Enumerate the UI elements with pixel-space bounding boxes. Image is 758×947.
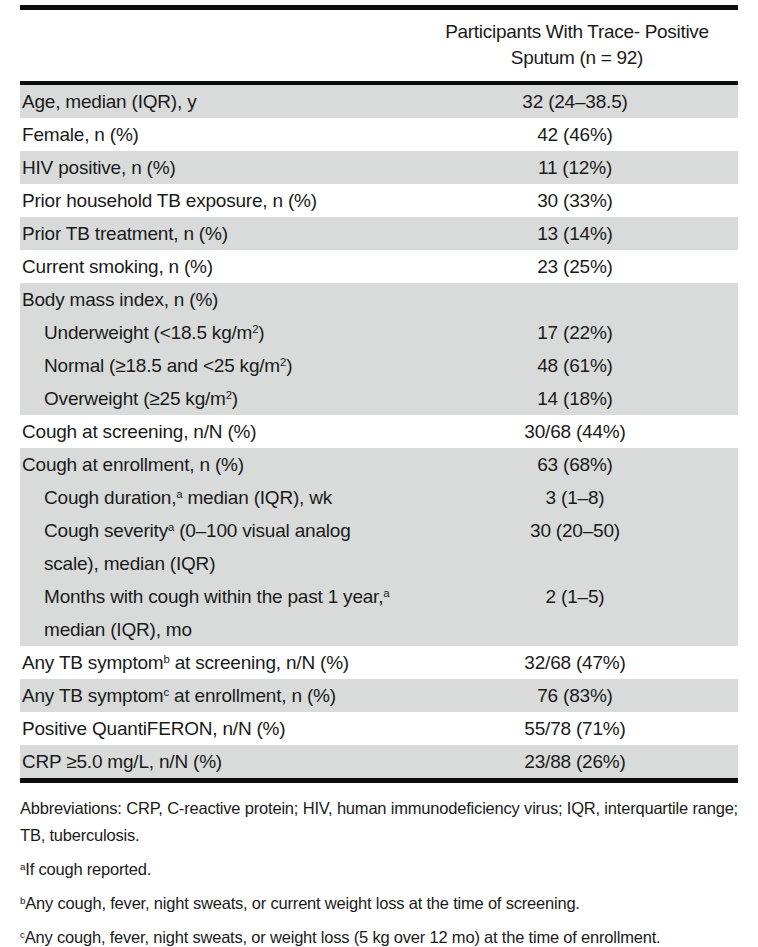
table-row: Any TB symptomc at enrollment, n (%)76 (…	[20, 679, 738, 712]
header-title-line1: Participants With Trace- Positive	[416, 19, 738, 45]
row-value: 76 (83%)	[416, 679, 738, 712]
table-row: Cough at screening, n/N (%)30/68 (44%)	[20, 415, 738, 448]
table-row: Female, n (%)42 (46%)	[20, 118, 738, 151]
table-row: Normal (≥18.5 and <25 kg/m2)48 (61%)	[20, 349, 738, 382]
row-value: 55/78 (71%)	[416, 712, 738, 745]
table-row: Cough severitya (0–100 visual analog sca…	[20, 514, 738, 580]
header-empty-cell	[20, 19, 416, 71]
superscript-marker: 2	[226, 389, 232, 401]
header-column-title: Participants With Trace- Positive Sputum…	[416, 19, 738, 71]
row-label: Cough at screening, n/N (%)	[20, 415, 416, 448]
row-value: 42 (46%)	[416, 118, 738, 151]
row-label: Months with cough within the past 1 year…	[20, 580, 416, 646]
superscript-marker: c	[20, 929, 25, 940]
page: Participants With Trace- Positive Sputum…	[0, 0, 758, 947]
table-row: Current smoking, n (%)23 (25%)	[20, 250, 738, 283]
table-header-row: Participants With Trace- Positive Sputum…	[20, 10, 738, 85]
row-label: Any TB symptomb at screening, n/N (%)	[20, 646, 416, 679]
row-value: 30/68 (44%)	[416, 415, 738, 448]
row-label: Prior TB treatment, n (%)	[20, 217, 416, 250]
row-label: CRP ≥5.0 mg/L, n/N (%)	[20, 745, 416, 778]
superscript-marker: a	[383, 587, 389, 599]
row-value: 32 (24–38.5)	[416, 85, 738, 118]
footnote: aIf cough reported.	[20, 856, 738, 883]
row-label: Cough duration,a median (IQR), wk	[20, 481, 416, 514]
row-label: Cough severitya (0–100 visual analog sca…	[20, 514, 416, 580]
table-row: Any TB symptomb at screening, n/N (%)32/…	[20, 646, 738, 679]
table-body: Age, median (IQR), y32 (24–38.5)Female, …	[20, 85, 738, 783]
row-value: 32/68 (47%)	[416, 646, 738, 679]
row-value: 48 (61%)	[416, 349, 738, 382]
row-value: 30 (33%)	[416, 184, 738, 217]
table-row: Positive QuantiFERON, n/N (%)55/78 (71%)	[20, 712, 738, 745]
row-label: Body mass index, n (%)	[20, 283, 416, 316]
table-row: Prior household TB exposure, n (%)30 (33…	[20, 184, 738, 217]
row-label: Underweight (<18.5 kg/m2)	[20, 316, 416, 349]
participants-table: Participants With Trace- Positive Sputum…	[20, 5, 738, 947]
row-label: Prior household TB exposure, n (%)	[20, 184, 416, 217]
superscript-marker: a	[176, 488, 182, 500]
row-value: 3 (1–8)	[416, 481, 738, 514]
superscript-marker: 2	[252, 323, 258, 335]
superscript-marker: b	[20, 895, 25, 906]
table-row: HIV positive, n (%)11 (12%)	[20, 151, 738, 184]
table-footnotes: Abbreviations: CRP, C-reactive protein; …	[20, 783, 738, 947]
superscript-marker: a	[168, 521, 174, 533]
footnote: cAny cough, fever, night sweats, or weig…	[20, 924, 738, 947]
table-row: Overweight (≥25 kg/m2)14 (18%)	[20, 382, 738, 415]
footnote: bAny cough, fever, night sweats, or curr…	[20, 890, 738, 917]
row-label: Positive QuantiFERON, n/N (%)	[20, 712, 416, 745]
superscript-marker: 2	[280, 356, 286, 368]
table-row: Months with cough within the past 1 year…	[20, 580, 738, 646]
table-row: CRP ≥5.0 mg/L, n/N (%)23/88 (26%)	[20, 745, 738, 778]
superscript-marker: a	[20, 861, 25, 872]
row-label: Female, n (%)	[20, 118, 416, 151]
row-label: Normal (≥18.5 and <25 kg/m2)	[20, 349, 416, 382]
row-label: Cough at enrollment, n (%)	[20, 448, 416, 481]
row-label: Any TB symptomc at enrollment, n (%)	[20, 679, 416, 712]
row-value: 2 (1–5)	[416, 580, 738, 613]
table-row: Age, median (IQR), y32 (24–38.5)	[20, 85, 738, 118]
row-value: 17 (22%)	[416, 316, 738, 349]
table-row: Body mass index, n (%)	[20, 283, 738, 316]
row-label: Current smoking, n (%)	[20, 250, 416, 283]
row-label: Overweight (≥25 kg/m2)	[20, 382, 416, 415]
row-value: 14 (18%)	[416, 382, 738, 415]
row-value: 23 (25%)	[416, 250, 738, 283]
table-row: Prior TB treatment, n (%)13 (14%)	[20, 217, 738, 250]
row-label: Age, median (IQR), y	[20, 85, 416, 118]
row-value: 30 (20–50)	[416, 514, 738, 547]
table-row: Cough at enrollment, n (%)63 (68%)	[20, 448, 738, 481]
header-title-line2: Sputum (n = 92)	[416, 45, 738, 71]
superscript-marker: c	[164, 686, 170, 698]
table-row: Cough duration,a median (IQR), wk3 (1–8)	[20, 481, 738, 514]
table-row: Underweight (<18.5 kg/m2)17 (22%)	[20, 316, 738, 349]
row-value: 13 (14%)	[416, 217, 738, 250]
superscript-marker: b	[164, 653, 170, 665]
row-value: 11 (12%)	[416, 151, 738, 184]
row-label: HIV positive, n (%)	[20, 151, 416, 184]
footnote: Abbreviations: CRP, C-reactive protein; …	[20, 795, 738, 849]
row-value: 63 (68%)	[416, 448, 738, 481]
row-value: 23/88 (26%)	[416, 745, 738, 778]
